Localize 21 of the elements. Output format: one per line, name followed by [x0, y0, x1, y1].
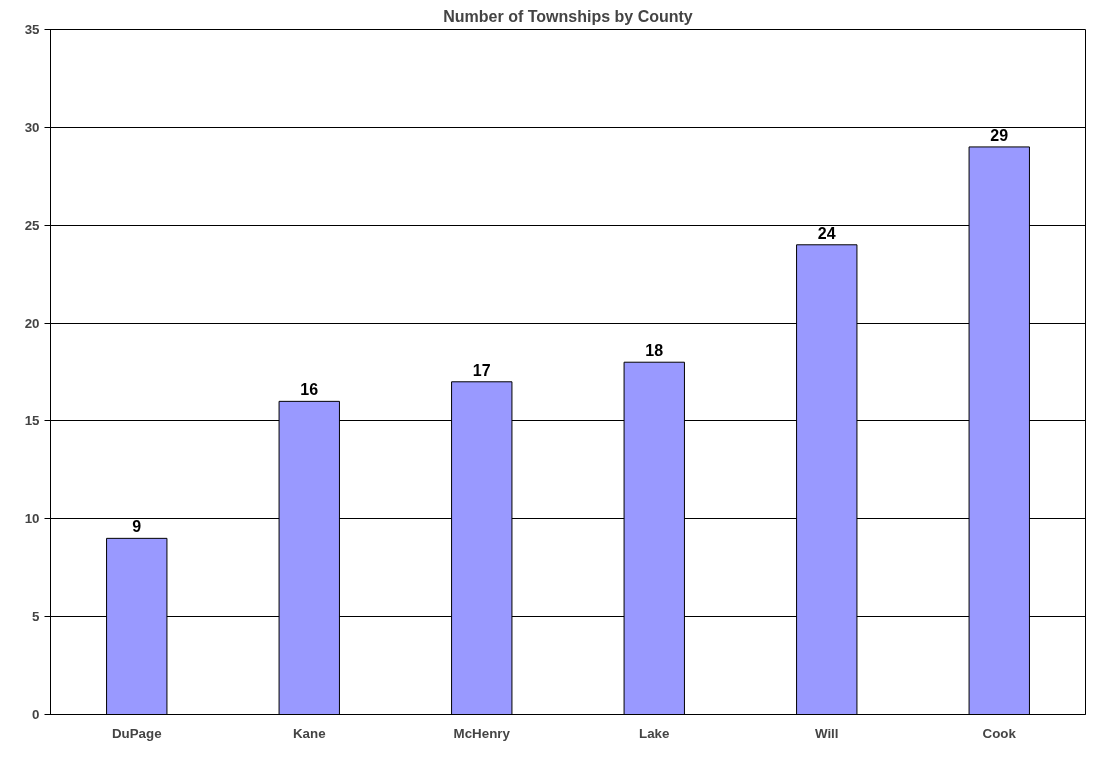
x-tick-label: Lake: [639, 725, 670, 741]
y-tick-label: 35: [24, 22, 41, 37]
data-label: 29: [990, 126, 1009, 144]
y-tick-label: 5: [32, 609, 41, 625]
y-tick-label: 10: [24, 511, 40, 527]
chart-title: Number of Townships by County: [443, 7, 693, 25]
y-tick-label: 20: [24, 315, 40, 331]
y-tick-label: 0: [32, 707, 40, 722]
data-label: 18: [645, 342, 664, 360]
data-label: 17: [472, 361, 491, 379]
x-tick-label: Will: [814, 725, 839, 741]
y-tick-label: 30: [24, 119, 40, 135]
x-tick-label: McHenry: [453, 725, 511, 741]
data-label: 9: [132, 518, 142, 536]
data-label: 16: [300, 381, 319, 399]
x-tick-label: Cook: [982, 725, 1017, 741]
data-label: 24: [817, 224, 836, 242]
y-tick-label: 25: [24, 217, 41, 233]
y-tick-label: 15: [24, 413, 41, 429]
x-tick-label: Kane: [292, 725, 326, 741]
x-tick-label: DuPage: [111, 725, 162, 741]
